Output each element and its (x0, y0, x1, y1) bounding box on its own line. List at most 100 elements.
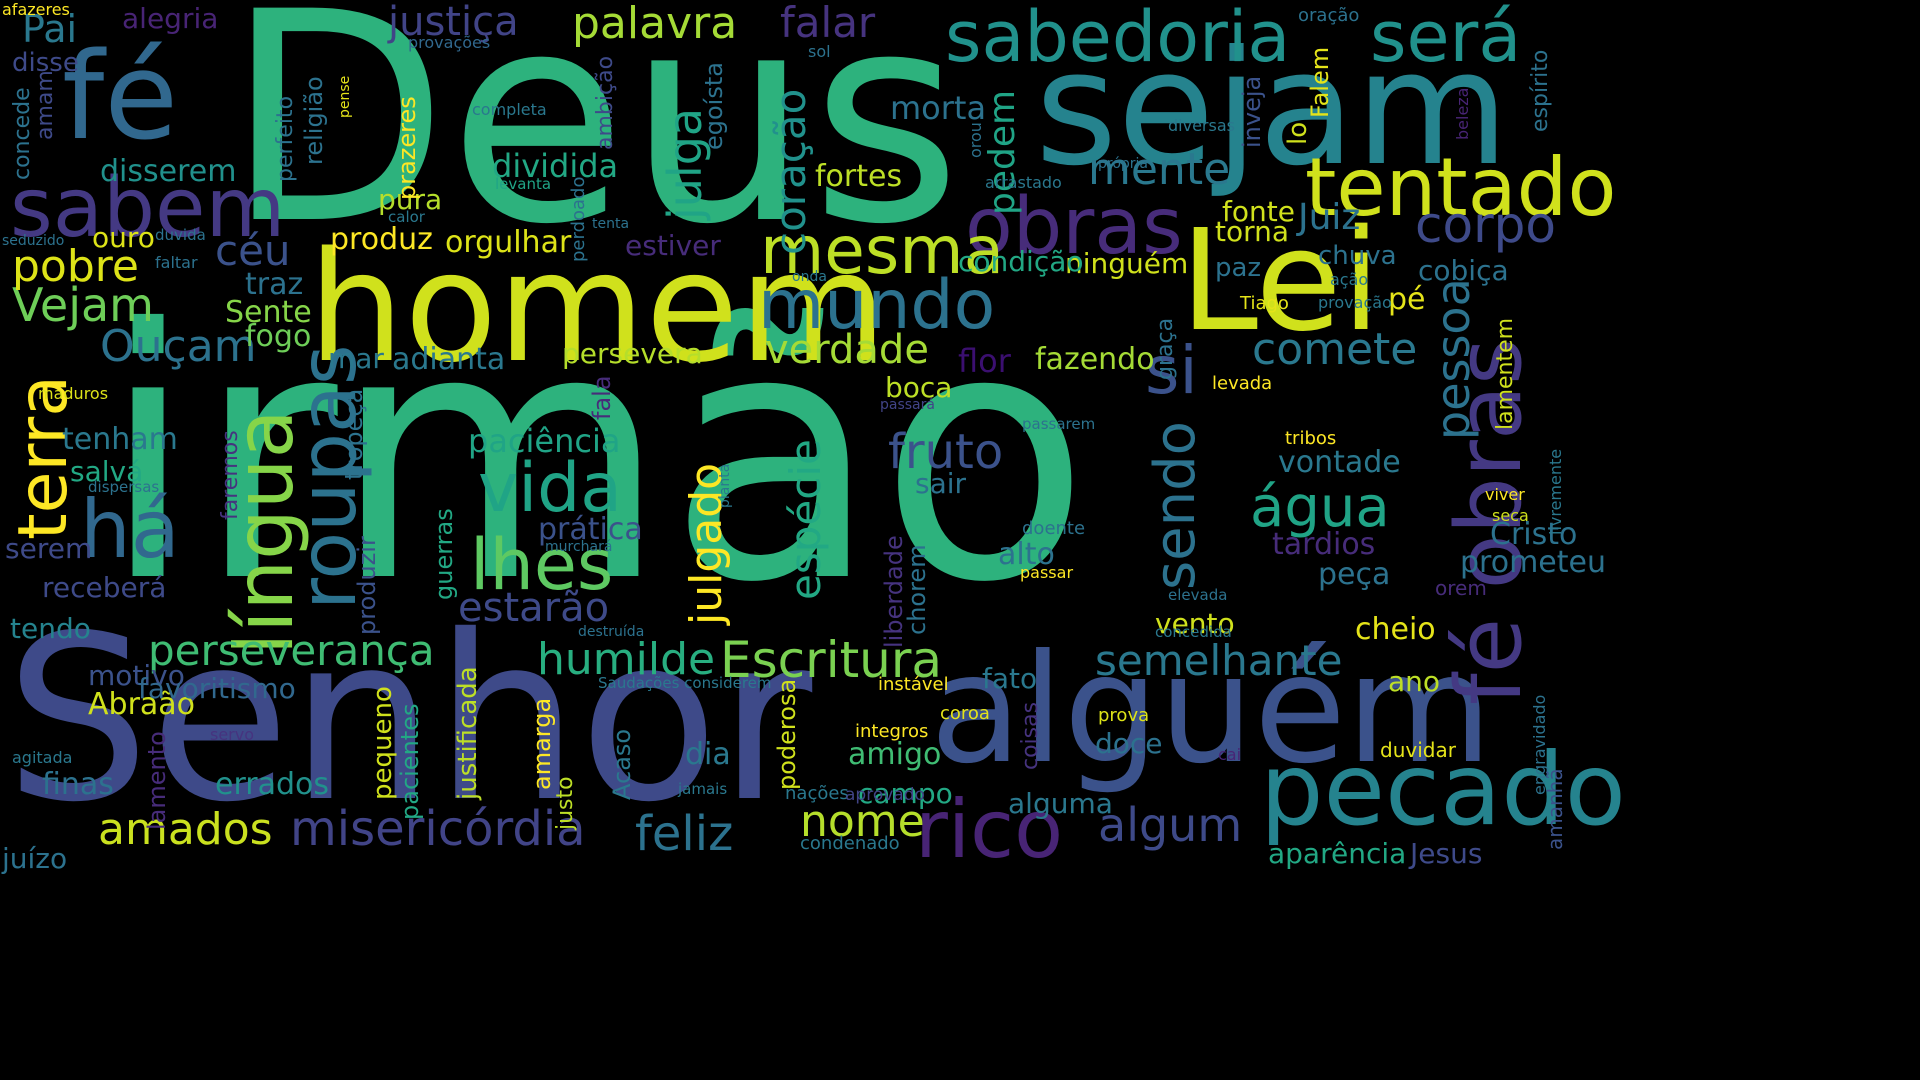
word: afazeres (2, 0, 70, 19)
word: humilde (537, 634, 716, 685)
word: falar (780, 0, 876, 47)
word: poderosa (773, 678, 801, 790)
word: estarão (458, 585, 610, 631)
word: há (80, 483, 180, 576)
word: água (1250, 475, 1390, 540)
word: favoritismo (138, 672, 296, 705)
word: irmão (100, 257, 1091, 658)
word: ambição (593, 55, 618, 150)
word: onda (792, 269, 827, 285)
word: espírito (1528, 49, 1553, 132)
word: Senhor (5, 586, 813, 852)
word: morta (890, 89, 987, 127)
word: fortes (815, 159, 903, 194)
word: pessoa (1426, 278, 1480, 440)
word: Acaso (608, 728, 636, 800)
word: pequeno (368, 686, 398, 800)
word: obras (965, 182, 1183, 272)
word: justificada (453, 666, 483, 800)
word: corpo (1415, 196, 1556, 254)
word: comete (1252, 324, 1418, 375)
word: viver (1485, 485, 1525, 504)
word: mar (328, 342, 384, 375)
word: pura (378, 183, 443, 216)
word: será (1370, 0, 1522, 78)
word: motivo (88, 659, 185, 692)
word: perdoado (568, 176, 589, 263)
word: alguém (930, 623, 1493, 797)
word: boca (885, 371, 953, 404)
word: juízo (2, 842, 68, 875)
word: concedida (1155, 623, 1232, 641)
word: faremos (218, 430, 243, 520)
word: céu (215, 226, 291, 275)
word: disse (12, 48, 79, 78)
word: Cristo (1490, 517, 1578, 552)
word: finas (42, 767, 114, 802)
word: condição (958, 245, 1084, 278)
word: lamentem (1493, 317, 1518, 430)
word: prometeu (1460, 545, 1606, 580)
word: calor (388, 208, 425, 226)
word: amam (33, 70, 58, 140)
word: ação (1330, 270, 1369, 289)
word: sabem (10, 161, 286, 256)
word: maduros (38, 384, 109, 403)
word: chorem (903, 544, 931, 635)
word: rico (915, 783, 1064, 876)
word: fala (588, 375, 616, 420)
word: tribos (1285, 428, 1337, 449)
word: murchará (545, 539, 613, 555)
word: Pai (22, 7, 78, 51)
word: passar (1020, 563, 1074, 582)
word: Escritura (720, 631, 943, 689)
word: Deus (225, 0, 962, 288)
word: passarem (1022, 415, 1096, 433)
word: traz (245, 267, 304, 302)
word: mundo (758, 266, 996, 345)
word: graça (1153, 317, 1178, 380)
word: Jesus (1410, 837, 1483, 870)
word: tendo (10, 612, 91, 645)
word: Sente (225, 295, 312, 330)
word: amados (98, 804, 273, 855)
word: errados (215, 767, 330, 802)
word: misericórdia (290, 801, 586, 857)
word: aprovado (845, 785, 925, 805)
word: si (1145, 332, 1198, 409)
word: ninguém (1065, 247, 1189, 280)
word: alegria (122, 2, 219, 35)
word: alto (998, 537, 1055, 572)
word: concede (10, 87, 35, 180)
word: provação (1318, 293, 1392, 312)
word: nações (785, 783, 849, 804)
word: paciência (468, 422, 621, 460)
word: tenham (62, 422, 178, 457)
word: persevera (562, 337, 703, 370)
word: fé (62, 28, 179, 167)
word: lhes (470, 524, 614, 606)
word: sol (808, 42, 831, 61)
word: produzir (353, 536, 381, 635)
word: Ouçam (100, 321, 257, 372)
word: coroa (940, 703, 990, 724)
word: fazendo (1035, 342, 1155, 377)
word: chuva (1318, 241, 1397, 271)
word: seca (1492, 506, 1529, 525)
word: fonte (1222, 195, 1295, 228)
word: Lei (1180, 200, 1381, 363)
word: dia (685, 737, 731, 772)
word: condenado (800, 833, 900, 854)
word: duvida (155, 226, 206, 244)
word: orem (1435, 576, 1487, 600)
word: prática (538, 512, 643, 547)
word: integros (855, 721, 929, 742)
word: amarga (528, 697, 556, 790)
word: perfeito (273, 95, 298, 182)
word: prazeres (393, 96, 421, 200)
word: fruto (888, 424, 1004, 480)
word: livremente (1546, 448, 1565, 535)
word: disserem (100, 154, 237, 189)
word: palavra (572, 0, 738, 49)
word: verdade (765, 327, 929, 373)
